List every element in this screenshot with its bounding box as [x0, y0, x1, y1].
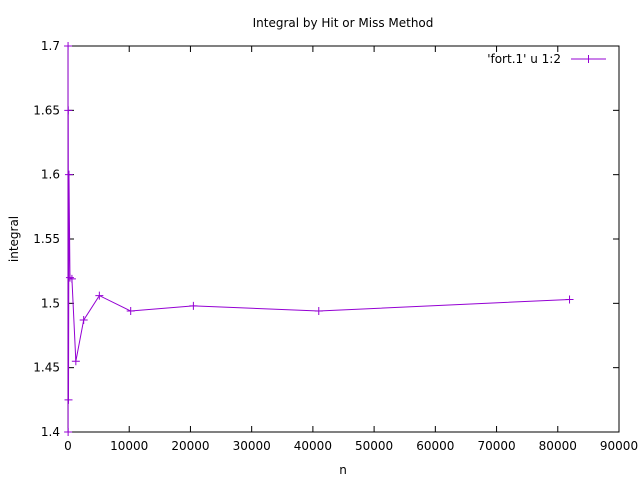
y-axis-label: integral	[7, 216, 21, 262]
data-point	[71, 357, 80, 366]
data-point	[126, 307, 135, 316]
x-tick-label: 60000	[416, 439, 454, 453]
plot-border	[67, 45, 620, 433]
chart-title: Integral by Hit or Miss Method	[253, 16, 434, 30]
y-tick-label: 1.55	[33, 232, 60, 246]
x-axis-label: n	[339, 463, 347, 477]
x-tick-label: 0	[64, 439, 72, 453]
data-point	[64, 395, 73, 404]
x-tick-label: 30000	[233, 439, 271, 453]
legend-label: 'fort.1' u 1:2	[487, 52, 561, 66]
x-tick-label: 40000	[294, 439, 332, 453]
legend: 'fort.1' u 1:2	[487, 52, 606, 66]
y-tick-label: 1.4	[41, 425, 60, 439]
data-point	[189, 301, 198, 310]
data-point	[95, 291, 104, 300]
data-point	[65, 273, 74, 282]
y-tick-label: 1.6	[41, 168, 60, 182]
data-point	[64, 170, 73, 179]
legend-marker	[584, 55, 593, 63]
y-tick-label: 1.7	[41, 39, 60, 53]
data-point	[79, 316, 88, 325]
x-tick-label: 80000	[539, 439, 577, 453]
data-point	[64, 106, 73, 115]
y-tick-label: 1.65	[33, 103, 60, 117]
y-tick-label: 1.5	[41, 296, 60, 310]
data-point	[67, 274, 76, 283]
x-tick-label: 90000	[600, 439, 638, 453]
y-axis: 1.4 1.45 1.5 1.55 1.6 1.65 1.7	[33, 39, 619, 439]
data-point	[314, 307, 323, 316]
x-tick-label: 70000	[477, 439, 515, 453]
y-tick-label: 1.45	[33, 361, 60, 375]
data-point	[565, 295, 574, 304]
plot-area	[67, 45, 620, 433]
data-point	[64, 42, 73, 50]
data-point	[64, 428, 73, 436]
series-line	[67, 45, 570, 433]
x-tick-label: 10000	[110, 439, 148, 453]
x-tick-label: 20000	[171, 439, 209, 453]
x-tick-label: 50000	[355, 439, 393, 453]
series-layer	[64, 42, 574, 436]
x-axis: 0 10000 20000 30000 40000 50000 60000 70000 8000…	[64, 46, 638, 453]
